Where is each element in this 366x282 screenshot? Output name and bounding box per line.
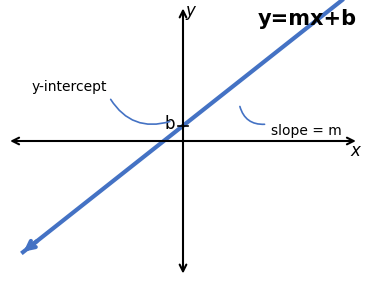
Text: b: b — [164, 115, 175, 133]
Text: x: x — [350, 142, 360, 160]
Text: y=mx+b: y=mx+b — [258, 9, 357, 29]
Text: y: y — [186, 2, 196, 20]
Text: slope = m: slope = m — [271, 124, 341, 138]
Text: y-intercept: y-intercept — [32, 80, 107, 94]
